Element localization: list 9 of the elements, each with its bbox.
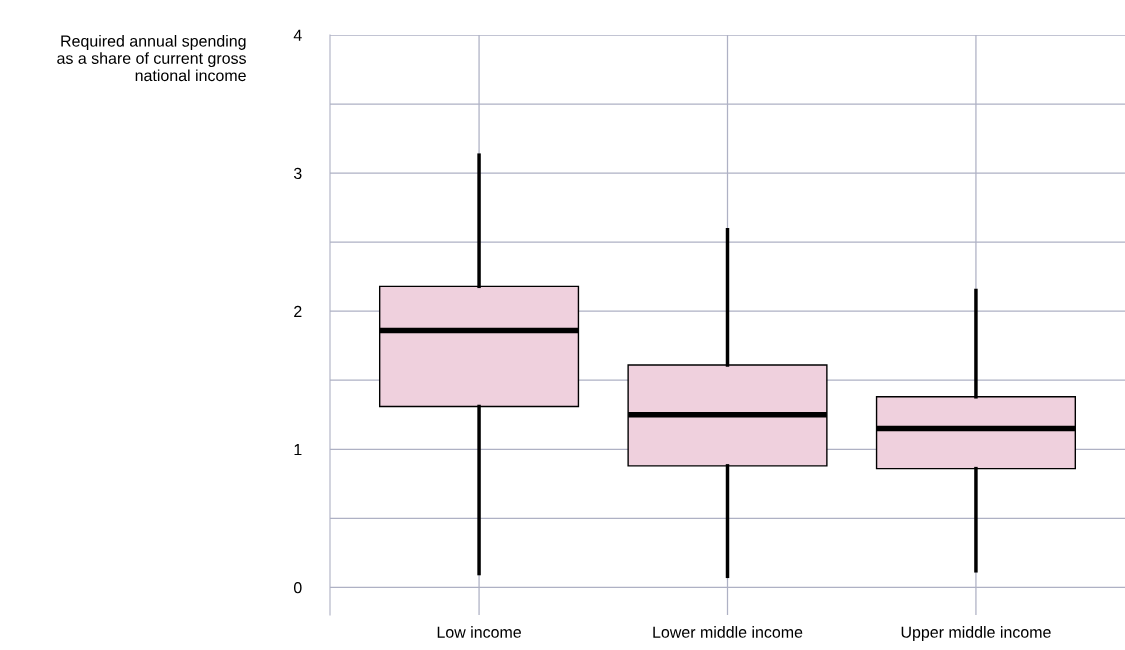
x-tick-label: Low income [437,626,521,638]
y-tick-label: 4 [293,29,302,41]
x-tick-label: Upper middle income [901,626,1051,641]
y-tick-label: 2 [294,305,302,317]
y-axis-title: Required annual spending as a share of current gross national income [57,35,246,82]
y-tick-label: 0 [293,582,302,594]
x-tick-label: Lower middle income [653,626,803,638]
y-tick-label: 3 [293,167,302,180]
y-tick-label: 1 [294,444,302,456]
